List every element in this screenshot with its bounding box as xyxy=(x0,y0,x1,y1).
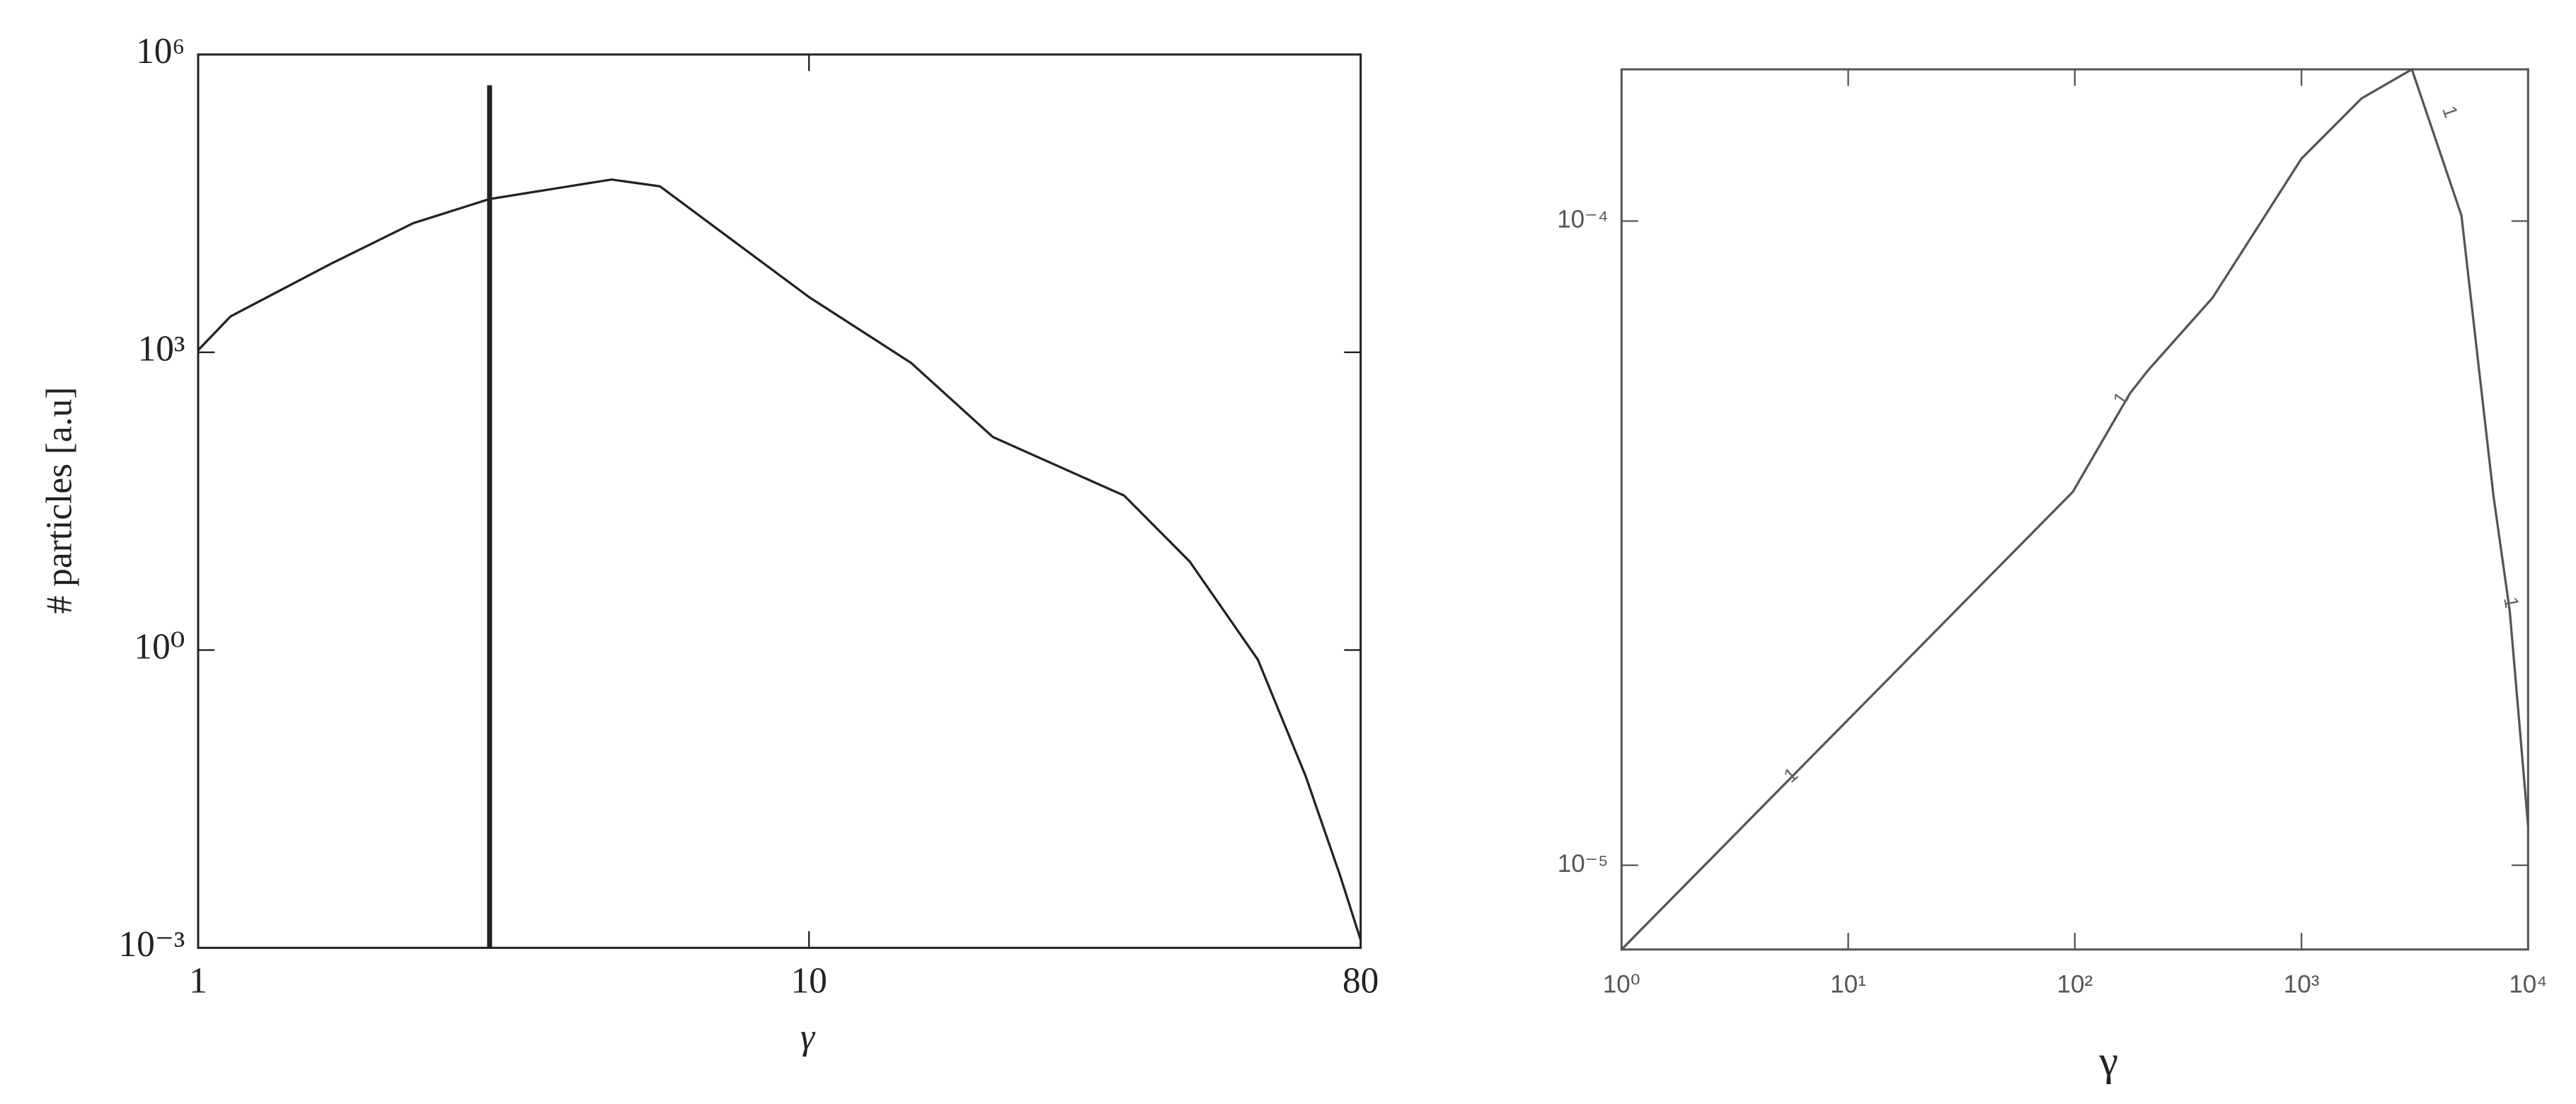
x-tick-label: 10³ xyxy=(2284,970,2320,998)
plot-frame xyxy=(197,53,1362,949)
annotation: 1 xyxy=(2108,388,2132,410)
left-chart: γ # particles [a.u] 1 10 80 10⁻³ 10⁰ 10³ 10⁶ xyxy=(39,31,1379,1057)
x-tick-label: 10⁴ xyxy=(2509,970,2547,998)
y-axis-label: # particles [a.u] xyxy=(39,387,79,614)
x-tick-label: 10¹ xyxy=(1830,970,1866,998)
plot-frame xyxy=(1620,68,2529,951)
y-tick-label: 10⁻⁵ xyxy=(1558,850,1609,878)
data-line xyxy=(1621,68,2529,950)
y-tick-label: 10⁰ xyxy=(134,626,185,667)
x-axis-label: γ xyxy=(800,1017,816,1057)
annotation: 1 xyxy=(2500,595,2523,610)
x-axis-label: γ xyxy=(2098,1037,2118,1085)
x-tick-label: 10⁰ xyxy=(1603,970,1640,998)
data-line xyxy=(197,178,1362,941)
x-tick-label: 10 xyxy=(790,960,827,1001)
annotation: 1 xyxy=(2438,103,2462,120)
right-chart: γ 10⁰ 10¹ 10² 10³ 10⁴ 10⁻⁵ 10⁻⁴ 1 1 1 1 xyxy=(1557,68,2547,1085)
y-tick-label: 10⁶ xyxy=(136,31,185,71)
x-tick-label: 1 xyxy=(189,960,207,1001)
y-tick-label: 10⁻³ xyxy=(119,924,185,965)
x-tick-label: 10² xyxy=(2057,970,2093,998)
x-tick-label: 80 xyxy=(1342,960,1379,1001)
annotation: 1 xyxy=(1779,763,1802,787)
y-tick-label: 10³ xyxy=(138,329,185,369)
y-tick-label: 10⁻⁴ xyxy=(1557,206,1608,234)
